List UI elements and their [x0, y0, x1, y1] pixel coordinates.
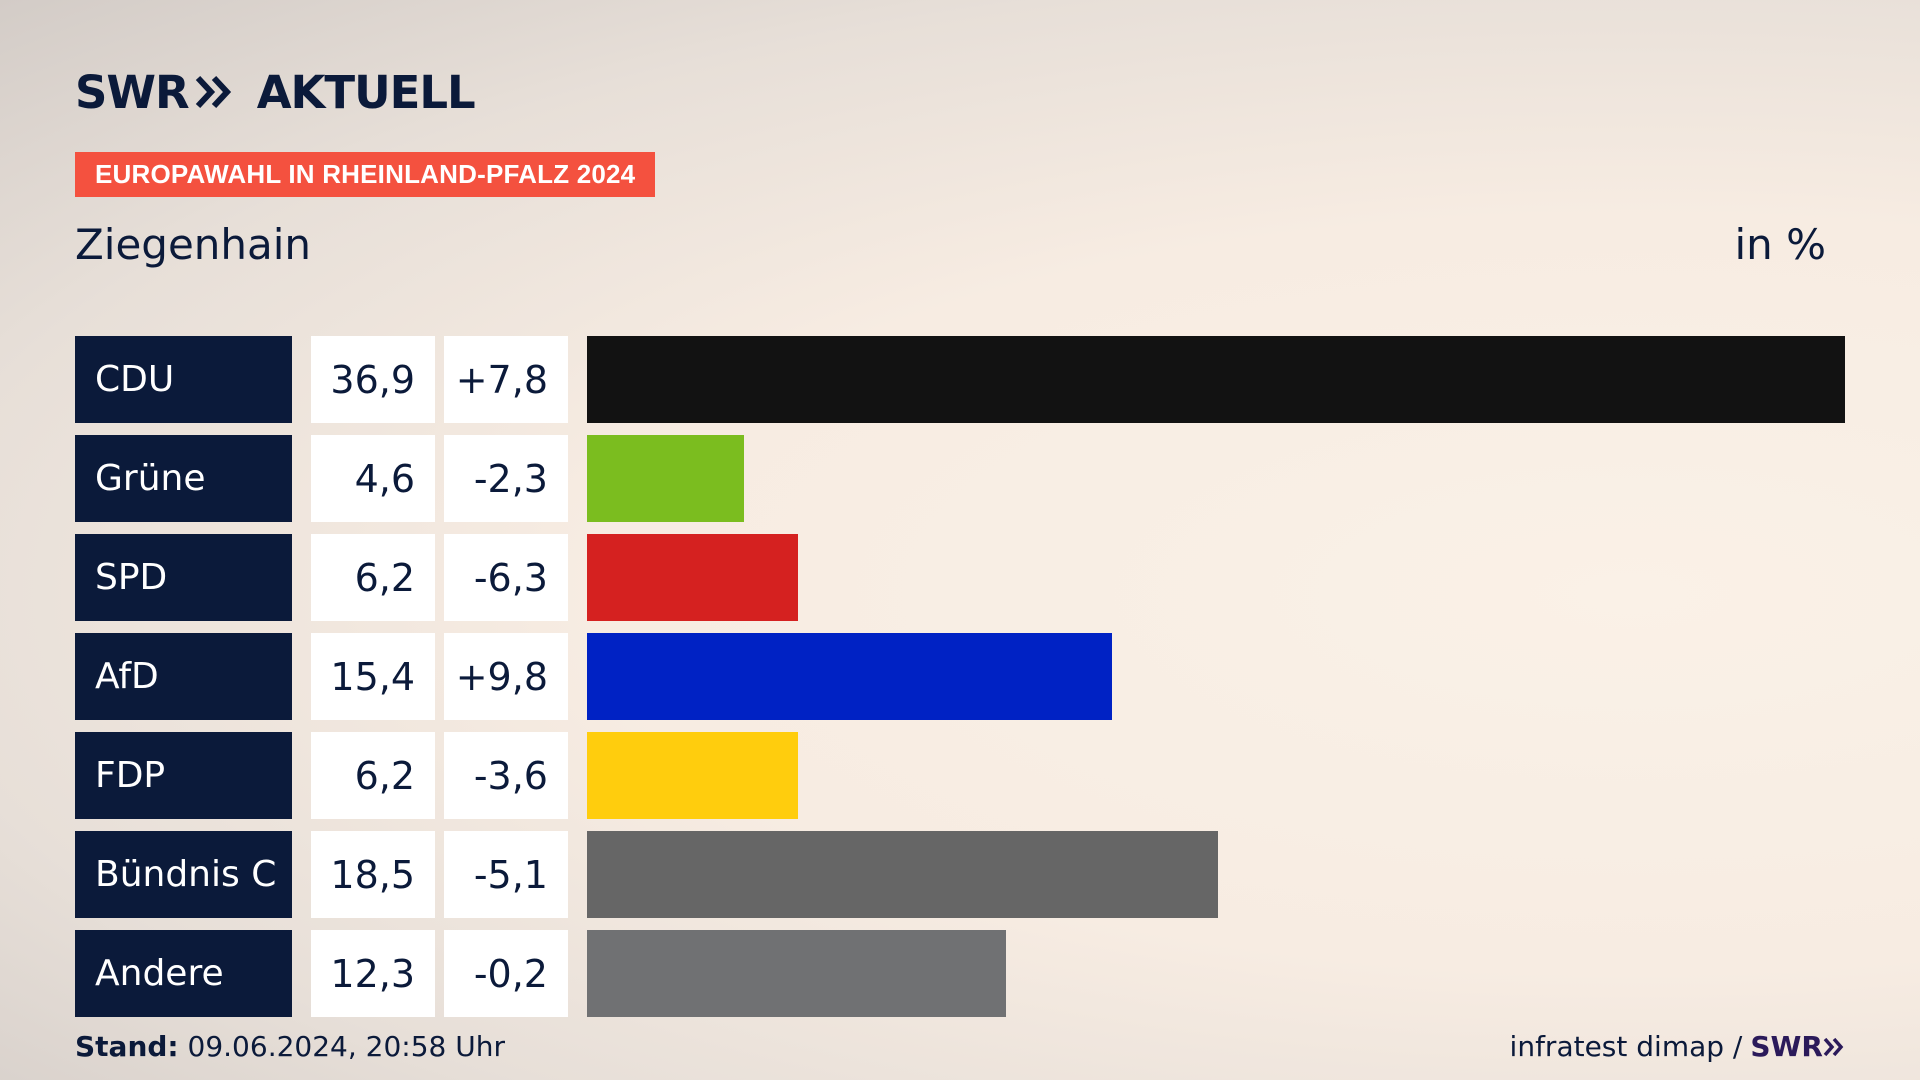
- source-text: infratest dimap /: [1509, 1030, 1743, 1063]
- source-credit: infratest dimap / SWR: [1510, 1030, 1845, 1063]
- value-label: 15,4: [311, 633, 435, 720]
- double-chevron-small-icon: [1823, 1037, 1844, 1056]
- bar-track: [587, 930, 1845, 1017]
- value-label: 6,2: [311, 534, 435, 621]
- results-chart: CDU 36,9 +7,8 Grüne 4,6 -2,3 SPD 6,2 -6,3 AfD 15,4…: [75, 336, 1845, 1029]
- value-label: 18,5: [311, 831, 435, 918]
- chart-subtitle: Ziegenhain: [75, 220, 312, 269]
- party-label: Andere: [75, 930, 292, 1017]
- party-label: AfD: [75, 633, 292, 720]
- bar-track: [587, 534, 1845, 621]
- chart-row: SPD 6,2 -6,3: [75, 534, 1845, 621]
- party-label: Grüne: [75, 435, 292, 522]
- chart-row: AfD 15,4 +9,8: [75, 633, 1845, 720]
- bar-cdu: [587, 336, 1845, 423]
- bar-track: [587, 633, 1845, 720]
- chart-row: Andere 12,3 -0,2: [75, 930, 1845, 1017]
- diff-label: +9,8: [444, 633, 568, 720]
- logo-suffix: AKTUELL: [256, 65, 476, 119]
- party-label: Bündnis C: [75, 831, 292, 918]
- stand-value: 09.06.2024, 20:58 Uhr: [187, 1030, 505, 1063]
- party-label: CDU: [75, 336, 292, 423]
- unit-label: in %: [1734, 220, 1826, 269]
- diff-label: -6,3: [444, 534, 568, 621]
- logo-text: SWR: [75, 65, 190, 119]
- bar-track: [587, 732, 1845, 819]
- diff-label: +7,8: [444, 336, 568, 423]
- bar-bündnis-c: [587, 831, 1218, 918]
- bar-track: [587, 435, 1845, 522]
- bar-spd: [587, 534, 798, 621]
- bar-fdp: [587, 732, 798, 819]
- party-label: FDP: [75, 732, 292, 819]
- chart-row: Bündnis C 18,5 -5,1: [75, 831, 1845, 918]
- party-label: SPD: [75, 534, 292, 621]
- source-brand-text: SWR: [1750, 1030, 1823, 1063]
- timestamp: Stand: 09.06.2024, 20:58 Uhr: [75, 1030, 505, 1063]
- stand-label: Stand:: [75, 1030, 179, 1063]
- value-label: 4,6: [311, 435, 435, 522]
- bar-andere: [587, 930, 1006, 1017]
- double-chevron-icon: [195, 75, 233, 109]
- value-label: 36,9: [311, 336, 435, 423]
- source-brand: SWR: [1750, 1030, 1845, 1063]
- diff-label: -2,3: [444, 435, 568, 522]
- bar-afd: [587, 633, 1112, 720]
- swr-aktuell-logo: SWR AKTUELL: [75, 65, 476, 119]
- diff-label: -3,6: [444, 732, 568, 819]
- bar-grüne: [587, 435, 744, 522]
- chart-row: Grüne 4,6 -2,3: [75, 435, 1845, 522]
- bar-track: [587, 831, 1845, 918]
- diff-label: -5,1: [444, 831, 568, 918]
- diff-label: -0,2: [444, 930, 568, 1017]
- value-label: 12,3: [311, 930, 435, 1017]
- election-banner: EUROPAWAHL IN RHEINLAND-PFALZ 2024: [75, 152, 656, 197]
- chart-row: FDP 6,2 -3,6: [75, 732, 1845, 819]
- value-label: 6,2: [311, 732, 435, 819]
- chart-row: CDU 36,9 +7,8: [75, 336, 1845, 423]
- bar-track: [587, 336, 1845, 423]
